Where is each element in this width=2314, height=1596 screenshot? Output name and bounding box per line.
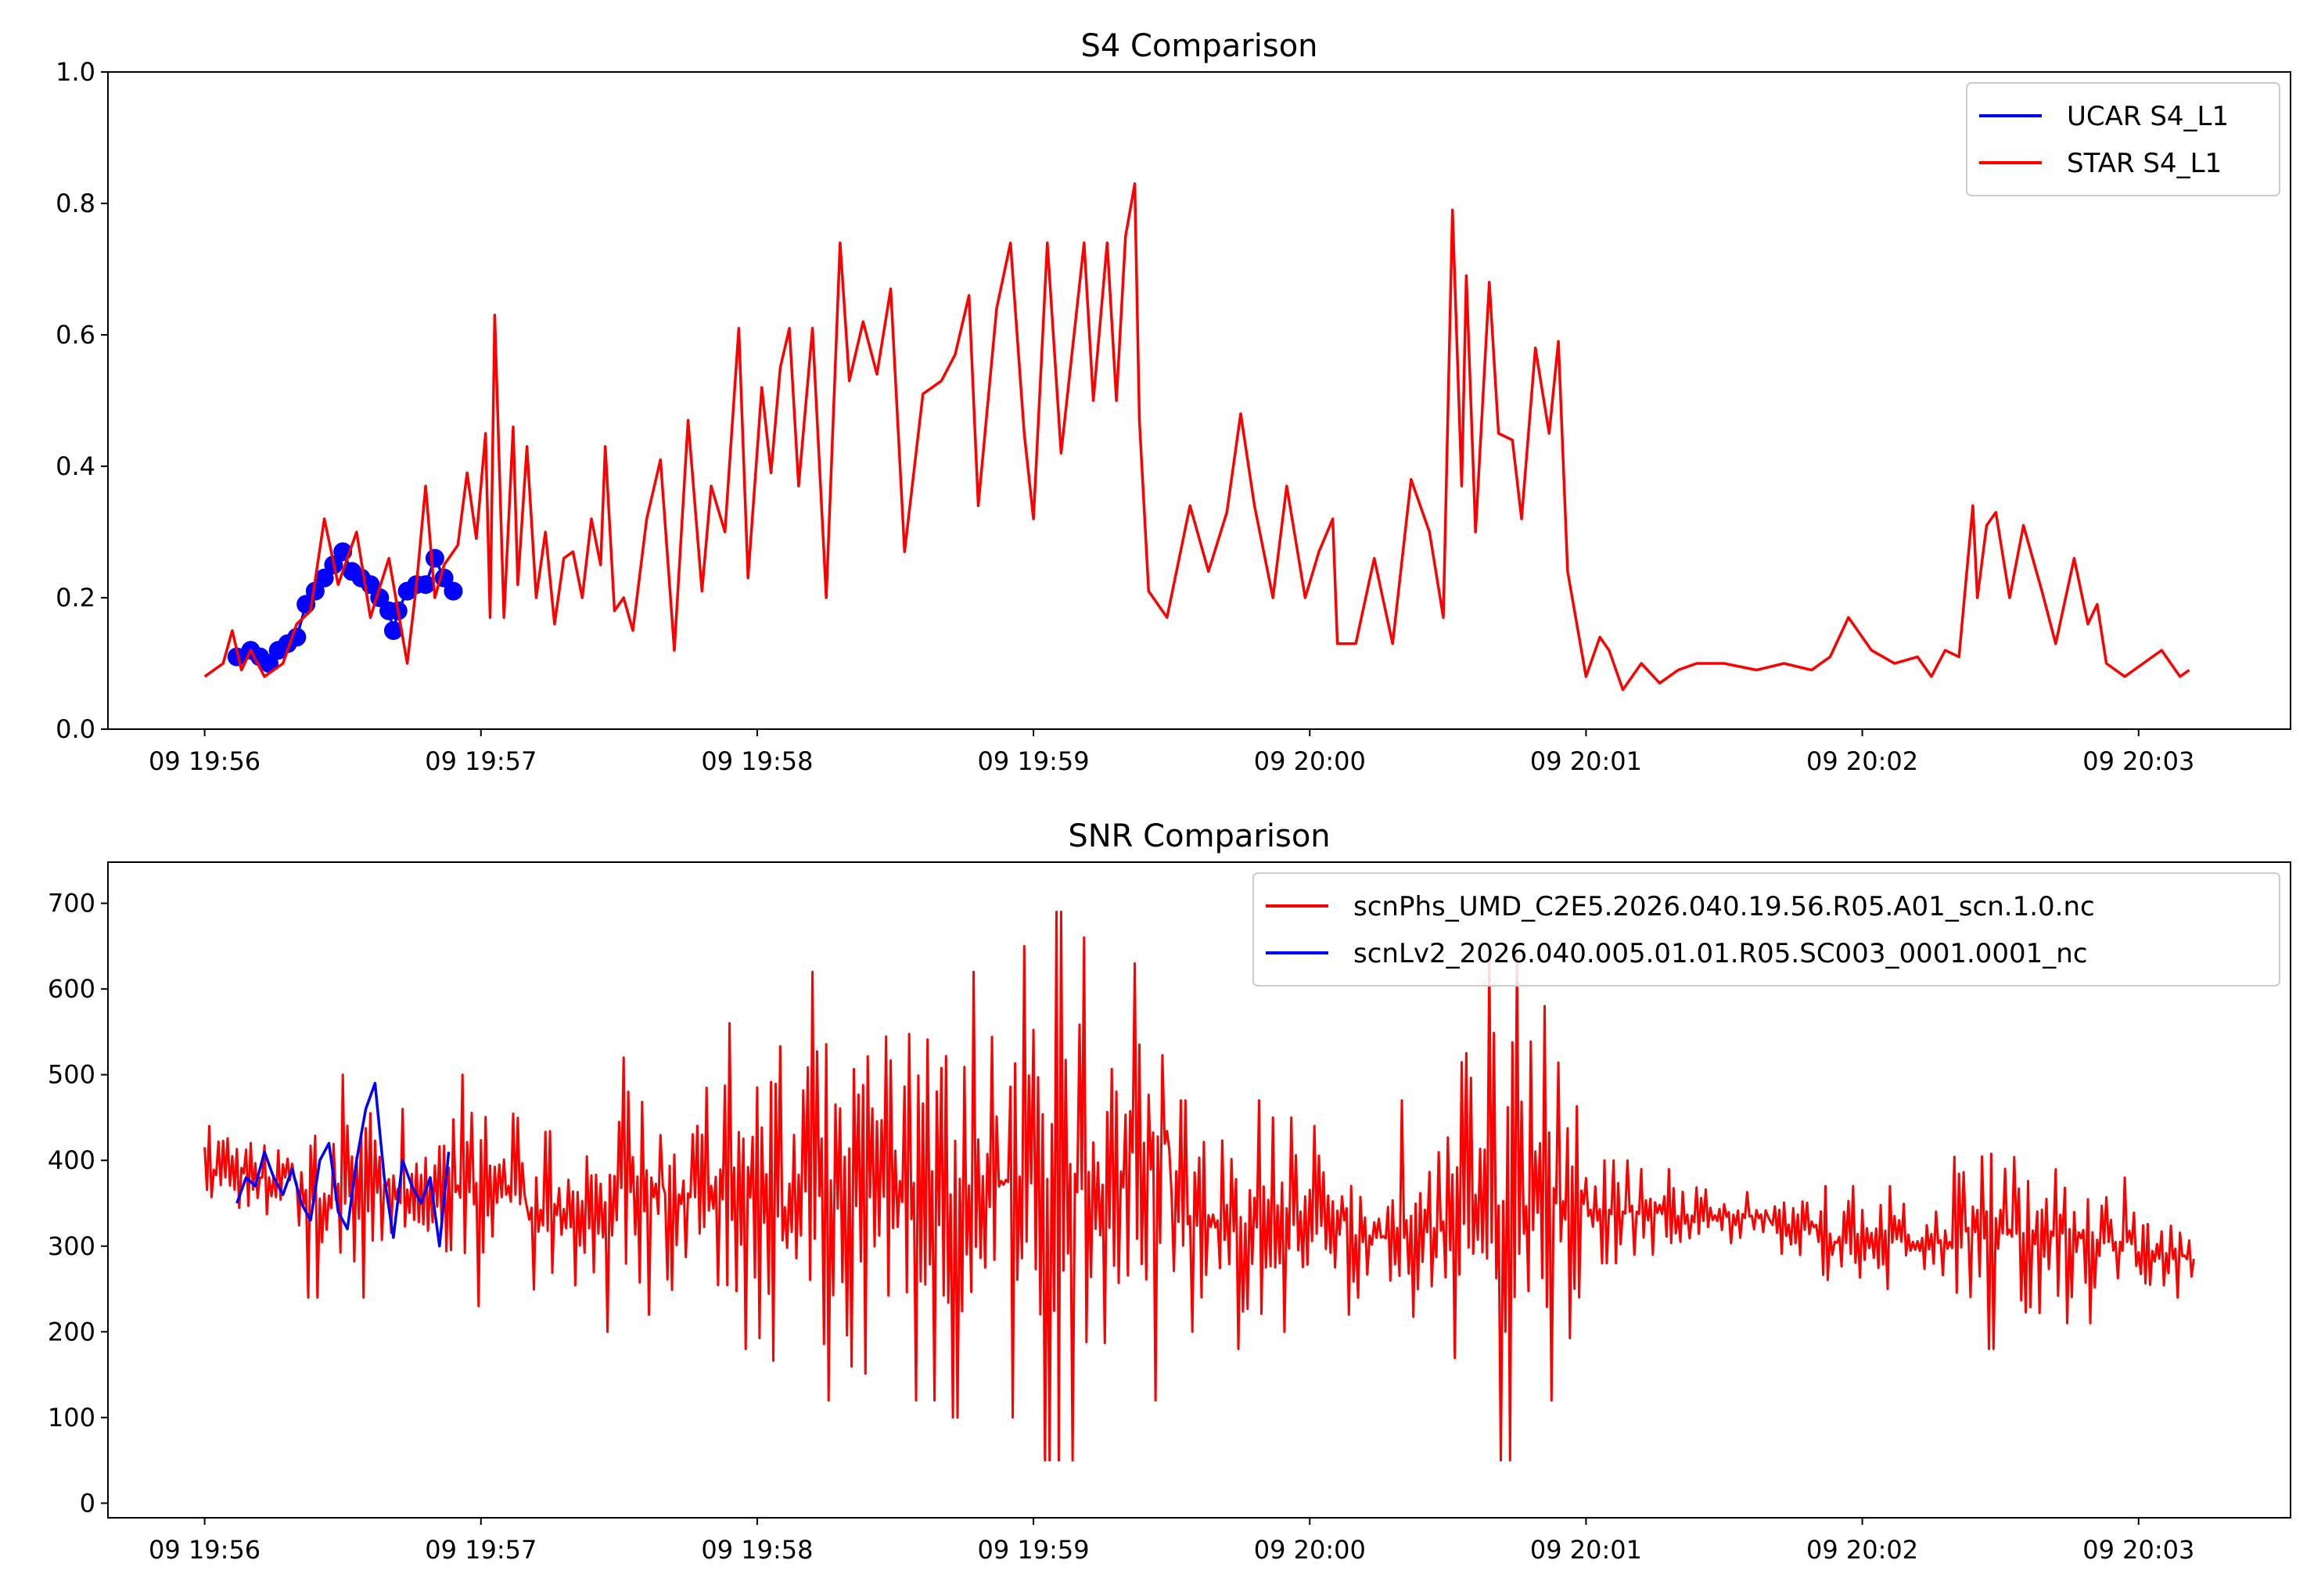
y-tick-label: 0.6 xyxy=(56,320,95,350)
legend-box xyxy=(1966,82,2280,196)
legend-label: STAR S4_L1 xyxy=(2067,148,2222,179)
axes-frame xyxy=(107,861,2291,1519)
x-tick-label: 09 20:03 xyxy=(2082,1535,2194,1565)
y-tick-label: 0.2 xyxy=(56,583,95,613)
x-tick-label: 09 20:03 xyxy=(2082,746,2194,776)
series-line-1 xyxy=(235,1081,451,1248)
series-line-1 xyxy=(203,182,2190,692)
y-tick-label: 1.0 xyxy=(56,57,95,87)
s4-comparison-chart: S4 Comparison 0.0 0.2 0.4 0.6 0.8 1.0 09 19:56 0… xyxy=(56,28,2291,776)
series-marker xyxy=(444,581,463,601)
series-marker xyxy=(425,548,444,568)
plot-area xyxy=(203,911,2195,1462)
x-tick-label: 09 20:01 xyxy=(1530,1535,1642,1565)
x-tick-label: 09 19:58 xyxy=(701,1535,813,1565)
series-marker xyxy=(305,581,325,601)
y-tick-label: 400 xyxy=(48,1145,95,1175)
x-tick-label: 09 19:57 xyxy=(425,746,537,776)
series-marker xyxy=(383,621,403,640)
x-tick-label: 09 19:57 xyxy=(425,1535,537,1565)
series-marker xyxy=(260,654,279,673)
legend-box xyxy=(1252,872,2280,987)
legend: UCAR S4_L1 STAR S4_L1 xyxy=(1966,82,2280,196)
y-tick-label: 600 xyxy=(48,974,95,1004)
x-tick-label: 09 19:59 xyxy=(978,746,1090,776)
y-tick-label: 0.0 xyxy=(56,714,95,744)
axes-frame xyxy=(107,71,2291,730)
series-marker xyxy=(416,575,436,595)
y-tick-label: 500 xyxy=(48,1060,95,1090)
y-tick-label: 100 xyxy=(48,1403,95,1432)
y-tick-label: 0 xyxy=(80,1488,95,1518)
x-tick-label: 09 19:59 xyxy=(978,1535,1090,1565)
series-marker xyxy=(314,568,334,588)
legend-label: scnLv2_2026.040.005.01.01.R05.SC003_0001… xyxy=(1353,938,2088,969)
x-tick-label: 09 20:00 xyxy=(1254,746,1366,776)
x-tick-label: 09 19:58 xyxy=(701,746,813,776)
legend-label: scnPhs_UMD_C2E5.2026.040.19.56.R05.A01_s… xyxy=(1353,891,2095,922)
chart-title: S4 Comparison xyxy=(1080,28,1317,64)
series-marker xyxy=(287,627,307,647)
y-tick-label: 700 xyxy=(48,889,95,918)
y-tick-label: 0.4 xyxy=(56,451,95,481)
x-tick-label: 09 20:02 xyxy=(1806,746,1918,776)
snr-comparison-chart: SNR Comparison 0 100 200 300 400 500 600 700 09 1… xyxy=(48,818,2291,1565)
y-tick-label: 0.8 xyxy=(56,189,95,218)
y-tick-label: 200 xyxy=(48,1317,95,1346)
y-tick-label: 300 xyxy=(48,1231,95,1261)
legend: scnPhs_UMD_C2E5.2026.040.19.56.R05.A01_s… xyxy=(1252,872,2280,987)
x-tick-label: 09 20:00 xyxy=(1254,1535,1366,1565)
x-tick-label: 09 20:02 xyxy=(1806,1535,1918,1565)
plot-area xyxy=(203,182,2190,692)
x-tick-label: 09 19:56 xyxy=(149,746,261,776)
chart-title: SNR Comparison xyxy=(1068,818,1330,854)
series-line-0 xyxy=(203,911,2195,1462)
legend-label: UCAR S4_L1 xyxy=(2067,101,2229,132)
x-tick-label: 09 20:01 xyxy=(1530,746,1642,776)
x-tick-label: 09 19:56 xyxy=(149,1535,261,1565)
